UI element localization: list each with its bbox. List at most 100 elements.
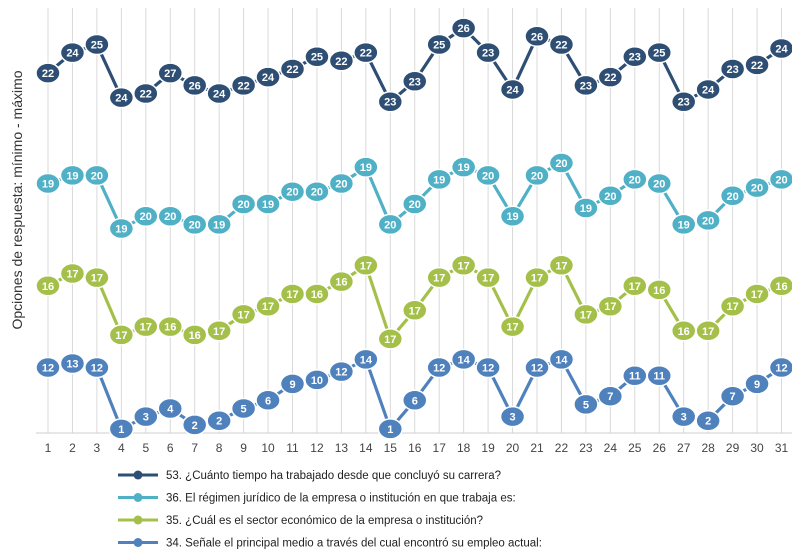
data-point bbox=[622, 45, 648, 68]
data-label: 17 bbox=[409, 305, 421, 317]
data-point bbox=[450, 348, 477, 371]
data-label: 2 bbox=[705, 416, 711, 428]
data-label: 26 bbox=[458, 23, 470, 35]
data-label: 27 bbox=[164, 68, 176, 80]
data-point bbox=[108, 217, 135, 240]
x-tick-label: 6 bbox=[167, 441, 174, 455]
data-label: 17 bbox=[531, 273, 543, 285]
data-point bbox=[353, 41, 379, 64]
x-tick-label: 26 bbox=[653, 441, 667, 455]
x-tick-label: 15 bbox=[384, 441, 398, 455]
data-label: 25 bbox=[653, 48, 665, 60]
legend-label: 35. ¿Cuál es el sector económico de la e… bbox=[166, 515, 483, 527]
data-point bbox=[695, 209, 721, 232]
data-point bbox=[597, 66, 624, 88]
x-tick-label: 23 bbox=[579, 441, 593, 455]
legend-swatch-marker bbox=[133, 493, 143, 502]
data-point bbox=[719, 295, 746, 317]
data-label: 20 bbox=[335, 179, 347, 191]
data-label: 23 bbox=[678, 97, 690, 109]
data-label: 16 bbox=[678, 326, 690, 338]
data-label: 26 bbox=[189, 80, 201, 92]
data-point bbox=[646, 172, 672, 195]
data-label: 22 bbox=[335, 56, 347, 68]
x-tick-label: 13 bbox=[335, 441, 349, 455]
data-label: 25 bbox=[91, 39, 103, 51]
data-label: 24 bbox=[702, 84, 715, 96]
data-label: 20 bbox=[604, 191, 616, 203]
data-point bbox=[35, 275, 61, 297]
data-label: 20 bbox=[286, 187, 298, 199]
x-tick-label: 21 bbox=[530, 441, 544, 455]
data-point bbox=[695, 409, 721, 432]
data-point bbox=[524, 25, 550, 48]
data-point bbox=[157, 62, 183, 84]
data-point bbox=[670, 90, 697, 113]
data-label: 6 bbox=[265, 395, 271, 407]
data-label: 19 bbox=[506, 211, 518, 223]
data-point bbox=[108, 418, 135, 440]
data-label: 20 bbox=[482, 170, 494, 182]
data-label: 11 bbox=[629, 371, 641, 383]
data-point bbox=[622, 168, 648, 191]
data-point bbox=[377, 418, 404, 440]
data-label: 16 bbox=[311, 289, 323, 301]
data-label: 19 bbox=[213, 219, 225, 231]
data-point bbox=[548, 152, 575, 174]
data-point bbox=[622, 275, 648, 297]
x-tick-label: 29 bbox=[726, 441, 740, 455]
x-tick-label: 1 bbox=[45, 441, 52, 455]
data-point bbox=[524, 164, 550, 187]
data-label: 22 bbox=[140, 89, 152, 101]
data-label: 23 bbox=[580, 80, 592, 92]
x-tick-label: 14 bbox=[359, 441, 373, 455]
data-point bbox=[304, 369, 330, 391]
x-tick-label: 18 bbox=[457, 441, 471, 455]
data-point bbox=[328, 172, 355, 195]
data-point bbox=[450, 254, 477, 277]
x-tick-label: 28 bbox=[701, 441, 715, 455]
data-point bbox=[328, 50, 355, 72]
data-point bbox=[181, 74, 208, 97]
data-label: 20 bbox=[531, 170, 543, 182]
data-label: 17 bbox=[115, 330, 127, 342]
data-point bbox=[230, 303, 257, 326]
data-label: 20 bbox=[702, 215, 714, 227]
data-point bbox=[84, 33, 110, 56]
data-label: 12 bbox=[531, 363, 543, 375]
data-point bbox=[402, 70, 428, 93]
data-point bbox=[377, 328, 404, 350]
data-label: 17 bbox=[702, 326, 714, 338]
data-point bbox=[377, 213, 404, 236]
data-label: 17 bbox=[66, 268, 78, 280]
data-label: 2 bbox=[192, 420, 198, 432]
data-label: 17 bbox=[360, 260, 372, 272]
data-label: 17 bbox=[580, 309, 592, 321]
x-tick-label: 7 bbox=[191, 441, 198, 455]
data-point bbox=[573, 393, 599, 416]
data-label: 22 bbox=[555, 39, 567, 51]
data-label: 7 bbox=[730, 391, 736, 403]
legend: 53. ¿Cuánto tiempo ha trabajado desde qu… bbox=[118, 470, 542, 550]
data-label: 24 bbox=[506, 84, 519, 96]
data-label: 12 bbox=[42, 363, 54, 375]
data-point bbox=[548, 254, 575, 277]
data-label: 25 bbox=[311, 52, 323, 64]
data-point bbox=[304, 180, 330, 203]
data-point bbox=[646, 41, 672, 64]
data-label: 17 bbox=[726, 301, 738, 313]
data-label: 20 bbox=[237, 199, 249, 211]
data-label: 20 bbox=[775, 174, 787, 186]
data-label: 20 bbox=[751, 183, 763, 195]
data-label: 25 bbox=[433, 39, 445, 51]
data-label: 23 bbox=[726, 64, 738, 76]
data-label: 16 bbox=[775, 281, 787, 293]
data-point bbox=[426, 266, 452, 289]
data-label: 20 bbox=[140, 211, 152, 223]
data-point bbox=[108, 324, 135, 346]
x-tick-label: 30 bbox=[750, 441, 764, 455]
x-tick-label: 3 bbox=[94, 441, 101, 455]
data-label: 20 bbox=[91, 170, 103, 182]
data-point bbox=[255, 389, 281, 412]
data-point bbox=[84, 356, 110, 379]
